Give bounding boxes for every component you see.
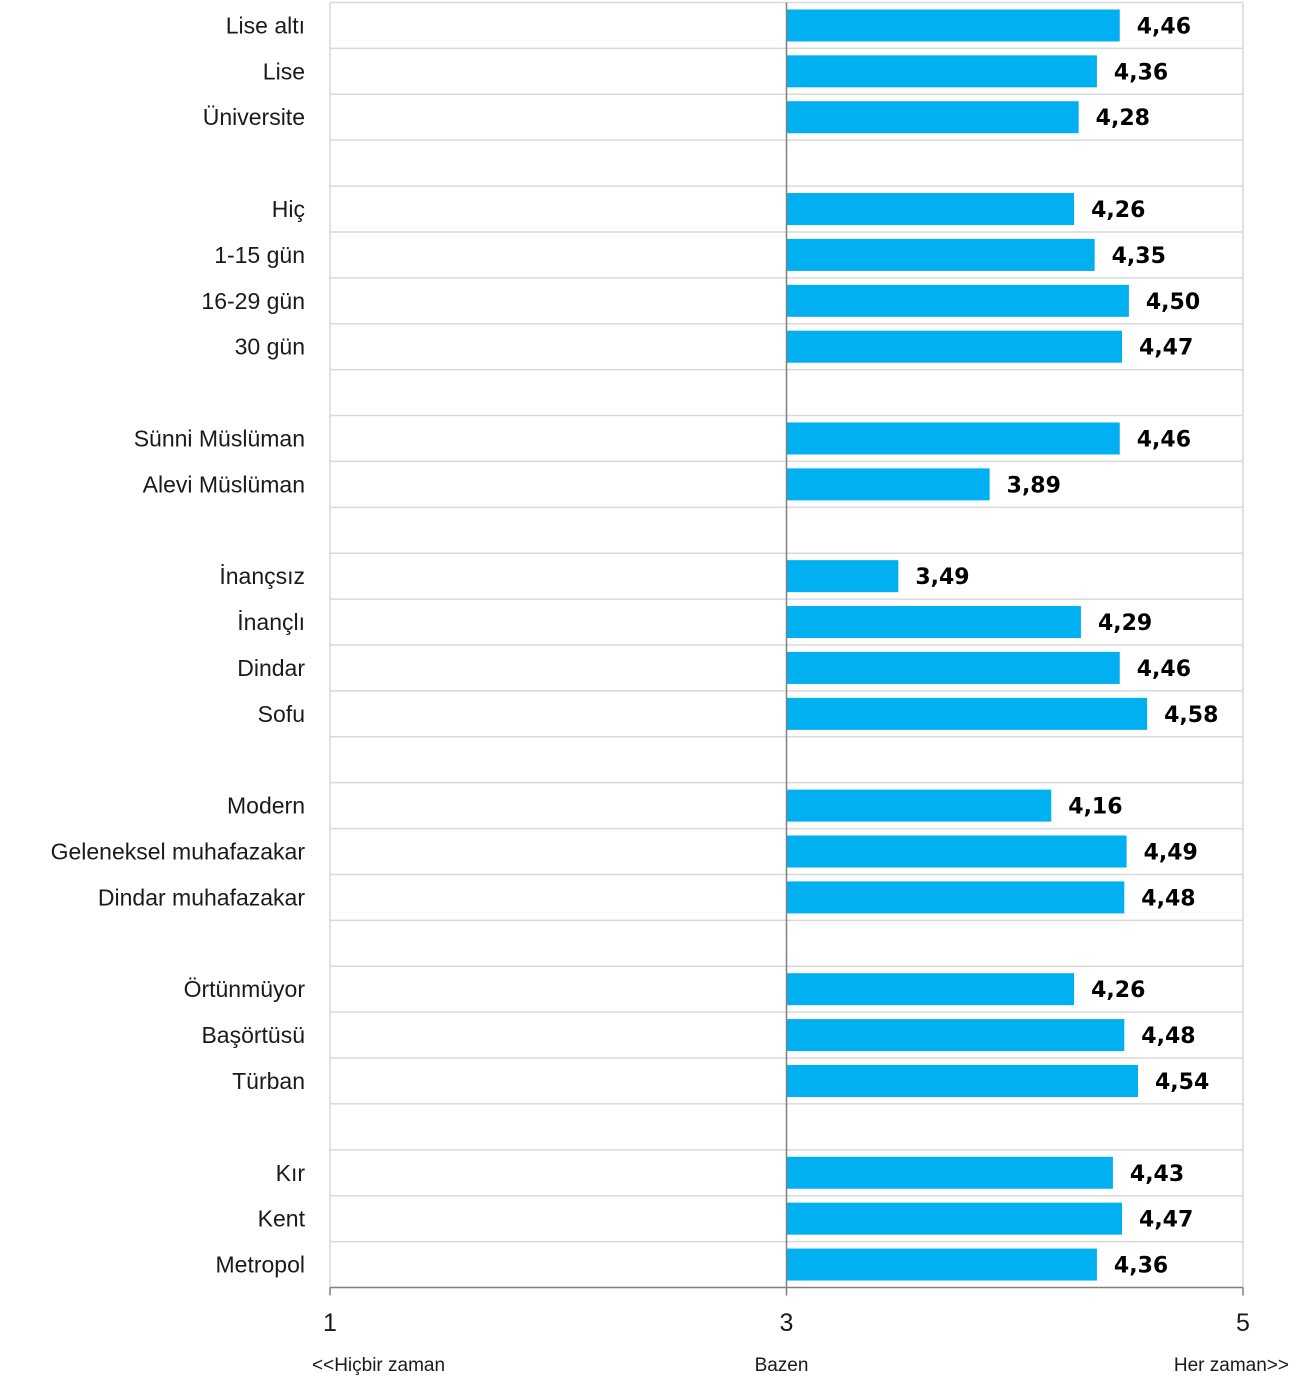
bar	[786, 422, 1120, 455]
bar	[786, 973, 1075, 1006]
bars	[786, 9, 1148, 1281]
x-axis-ticks: 1 3 5	[323, 1287, 1250, 1337]
x-tick-label: 1	[323, 1309, 337, 1337]
bar	[786, 1156, 1113, 1189]
category-label: İnançlı	[237, 609, 305, 635]
category-label: Modern	[227, 793, 305, 819]
value-label: 4,16	[1068, 795, 1122, 820]
value-label: 4,47	[1139, 1208, 1193, 1233]
bar	[786, 468, 990, 501]
category-label: Türban	[232, 1068, 305, 1094]
bar	[786, 101, 1079, 134]
bar	[786, 1064, 1139, 1097]
x-anchor-label: Her zaman>>	[1174, 1355, 1289, 1376]
bar	[786, 330, 1123, 363]
bar	[786, 560, 899, 593]
category-label: Lise altı	[226, 12, 305, 38]
category-label: Sünni Müslüman	[134, 425, 305, 451]
value-label: 4,35	[1112, 244, 1166, 269]
category-label: 30 gün	[235, 334, 305, 360]
value-label: 4,46	[1137, 14, 1191, 39]
value-label: 3,89	[1007, 473, 1061, 498]
category-label: Üniversite	[203, 104, 305, 130]
bar	[786, 697, 1148, 730]
value-label: 4,29	[1098, 611, 1152, 636]
category-label: 16-29 gün	[201, 288, 305, 314]
bar	[786, 1019, 1125, 1052]
category-label: Geleneksel muhafazakar	[51, 839, 306, 865]
value-label: 4,36	[1114, 60, 1168, 85]
value-label: 4,47	[1139, 336, 1193, 361]
value-label: 4,48	[1141, 886, 1195, 911]
category-label: İnançsız	[219, 563, 305, 589]
bar	[786, 1248, 1097, 1281]
category-label: Başörtüsü	[201, 1022, 305, 1048]
value-label: 4,49	[1144, 841, 1198, 866]
x-axis-anchor-labels: <<Hiçbir zaman Bazen Her zaman>>	[312, 1355, 1289, 1376]
bar	[786, 606, 1081, 639]
category-label: Kır	[276, 1160, 306, 1186]
bar	[786, 284, 1129, 317]
bar	[786, 193, 1075, 226]
value-label: 4,28	[1096, 106, 1150, 131]
bar	[786, 789, 1052, 822]
bar	[786, 651, 1120, 684]
value-label: 4,54	[1155, 1070, 1209, 1095]
bar	[786, 238, 1095, 271]
category-label: Kent	[258, 1206, 306, 1232]
x-anchor-label: Bazen	[755, 1355, 809, 1376]
value-label: 4,43	[1130, 1162, 1184, 1187]
x-anchor-label: <<Hiçbir zaman	[312, 1355, 445, 1376]
category-label: Alevi Müslüman	[143, 471, 305, 497]
x-tick-label: 5	[1236, 1309, 1250, 1337]
value-label: 4,48	[1141, 1024, 1195, 1049]
value-label: 4,46	[1137, 427, 1191, 452]
category-label: Dindar muhafazakar	[98, 884, 305, 910]
bar	[786, 835, 1127, 868]
bar	[786, 1202, 1123, 1235]
category-label: Metropol	[216, 1252, 305, 1278]
value-label: 4,50	[1146, 290, 1200, 315]
category-label: Örtünmüyor	[184, 976, 306, 1002]
category-label: Hiç	[272, 196, 305, 222]
category-label: Sofu	[258, 701, 305, 727]
value-label: 4,36	[1114, 1254, 1168, 1279]
category-label: 1-15 gün	[214, 242, 305, 268]
bar	[786, 9, 1120, 42]
value-label: 4,26	[1091, 978, 1145, 1003]
value-labels: 4,46 4,36 4,28 4,26 4,35 4,50 4,47 4,46 3,89 3,49…	[915, 14, 1218, 1278]
value-label: 3,49	[915, 565, 969, 590]
bar	[786, 881, 1125, 914]
value-label: 4,58	[1164, 703, 1218, 728]
value-label: 4,46	[1137, 657, 1191, 682]
category-labels: Lise altı Lise Üniversite Hiç 1-15 gün 16-29 …	[51, 12, 306, 1277]
x-tick-label: 3	[780, 1309, 794, 1337]
category-label: Dindar	[237, 655, 305, 681]
category-label: Lise	[263, 58, 305, 84]
bar	[786, 55, 1097, 88]
value-label: 4,26	[1091, 198, 1145, 223]
